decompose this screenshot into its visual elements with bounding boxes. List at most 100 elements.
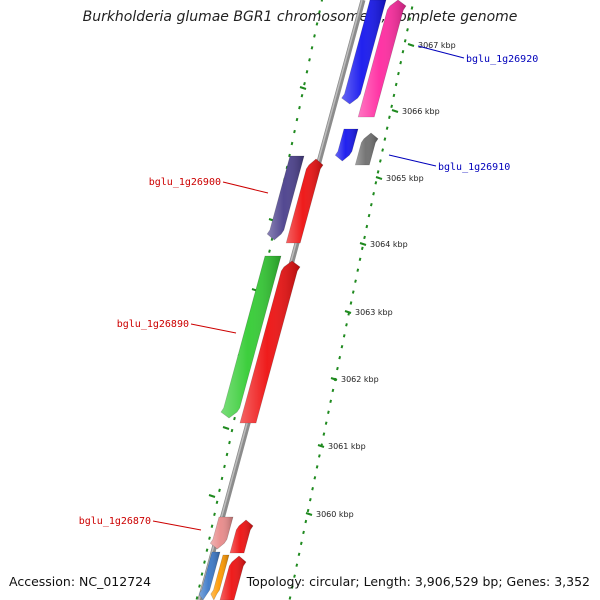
outer-ruler-dot bbox=[218, 488, 221, 493]
inner-ruler-dot bbox=[397, 71, 400, 76]
inner-ruler-dot bbox=[293, 574, 296, 578]
inner-ruler-dot bbox=[390, 104, 394, 109]
outer-ruler-dot bbox=[228, 440, 231, 445]
gene-feature-shade bbox=[286, 159, 323, 243]
inner-ruler-dot bbox=[313, 476, 317, 480]
outer-ruler-dot bbox=[315, 22, 319, 26]
inner-ruler-dot bbox=[399, 60, 403, 65]
inner-ruler-dot bbox=[369, 202, 373, 207]
inner-ruler-dot bbox=[322, 432, 326, 436]
inner-ruler-dot bbox=[349, 301, 353, 305]
kbp-tick-mark bbox=[391, 109, 399, 113]
outer-ruler-dot bbox=[318, 10, 321, 14]
gene-feature-shade bbox=[240, 261, 300, 423]
gene-feature-shade bbox=[358, 0, 406, 117]
inner-ruler-dot bbox=[383, 137, 387, 141]
inner-ruler-dot bbox=[365, 224, 369, 229]
kbp-tick-label: 3060 kbp bbox=[316, 510, 354, 519]
kbp-tick-mark bbox=[317, 444, 325, 448]
inner-ruler-dot bbox=[354, 279, 357, 283]
outer-ruler-dot bbox=[208, 536, 211, 540]
kbp-tick-label: 3066 kbp bbox=[402, 107, 440, 116]
gene-feature-shade bbox=[341, 0, 386, 104]
kbp-tick-mark bbox=[375, 176, 383, 180]
inner-ruler-dot bbox=[360, 246, 364, 251]
kbp-tick-label: 3062 kbp bbox=[341, 375, 379, 384]
inner-ruler-dot bbox=[340, 344, 344, 349]
inner-ruler-dot bbox=[403, 39, 407, 43]
gene-label: bglu_1g26870 bbox=[79, 516, 151, 527]
outer-ruler-dot bbox=[215, 500, 219, 505]
inner-ruler-dot bbox=[297, 552, 301, 557]
inner-ruler-dot bbox=[299, 541, 303, 546]
inner-ruler-dot bbox=[410, 6, 414, 10]
inner-ruler-dot bbox=[304, 519, 308, 524]
inner-ruler-dot bbox=[367, 213, 371, 218]
inner-ruler-dot bbox=[306, 508, 310, 513]
inner-ruler-dot bbox=[394, 82, 398, 87]
inner-ruler-dot bbox=[336, 366, 339, 371]
kbp-tick-mark bbox=[344, 310, 352, 314]
inner-ruler-dot bbox=[288, 596, 292, 600]
outer-ruler-dot bbox=[203, 560, 206, 564]
kbp-tick-mark bbox=[330, 377, 338, 381]
gene-feature-shade bbox=[221, 256, 281, 418]
inner-ruler-dot bbox=[308, 497, 312, 502]
outer-ruler-dot bbox=[230, 428, 234, 433]
inner-ruler-dot bbox=[401, 49, 405, 54]
kbp-tick-mark bbox=[305, 512, 313, 516]
map-title: Burkholderia glumae BGR1 chromosome 1, c… bbox=[82, 9, 518, 25]
inner-ruler-dot bbox=[408, 17, 412, 21]
outer-ruler-dot bbox=[320, 0, 324, 2]
outer-ruler-dot bbox=[313, 34, 316, 38]
gene-feature-shade bbox=[199, 552, 220, 600]
outer-ruler-dot bbox=[223, 464, 226, 469]
inner-ruler-dot bbox=[406, 28, 409, 32]
gene-callout-line bbox=[190, 323, 237, 334]
outer-ruler-dot bbox=[308, 58, 311, 62]
outer-ruler-dot bbox=[205, 548, 209, 552]
inner-ruler-dot bbox=[324, 421, 328, 425]
gene-label: bglu_1g26920 bbox=[466, 54, 538, 65]
inner-ruler-dot bbox=[392, 93, 396, 98]
inner-ruler-dot bbox=[295, 563, 299, 567]
gene-callout-line bbox=[417, 45, 465, 59]
gene-feature-shade bbox=[267, 156, 304, 240]
genome-stats-text: Topology: circular; Length: 3,906,529 bp… bbox=[246, 574, 590, 589]
outer-ruler-dot bbox=[300, 93, 304, 98]
outer-ruler-dot bbox=[305, 70, 309, 74]
outer-ruler-dot bbox=[290, 141, 294, 146]
outer-ruler-dot bbox=[195, 596, 199, 600]
gene-label: bglu_1g26890 bbox=[117, 319, 189, 330]
kbp-tick-mark bbox=[359, 242, 367, 246]
inner-ruler-dot bbox=[345, 323, 348, 327]
inner-ruler-dot bbox=[381, 148, 384, 152]
inner-ruler-dot bbox=[385, 126, 389, 130]
gene-callout-line bbox=[388, 154, 437, 167]
inner-ruler-dot bbox=[351, 290, 355, 294]
gene-feature-shade bbox=[355, 133, 378, 165]
kbp-tick-label: 3064 kbp bbox=[370, 240, 408, 249]
inner-ruler-dot bbox=[388, 115, 391, 119]
inner-ruler-dot bbox=[379, 159, 382, 163]
outer-ruler-dot bbox=[310, 46, 314, 50]
inner-ruler-dot bbox=[374, 181, 378, 185]
outer-ruler-dot bbox=[298, 105, 301, 110]
accession-text: Accession: NC_012724 bbox=[9, 574, 152, 589]
inner-ruler-dot bbox=[376, 170, 380, 174]
gene-callout-line bbox=[222, 181, 269, 194]
inner-ruler-dot bbox=[315, 465, 319, 469]
gene-feature-shade bbox=[230, 520, 253, 553]
kbp-tick-label: 3065 kbp bbox=[386, 174, 424, 183]
inner-ruler-dot bbox=[356, 268, 360, 272]
kbp-tick-mark bbox=[407, 43, 415, 47]
inner-ruler-dot bbox=[311, 487, 314, 491]
outer-ruler-dot bbox=[295, 117, 299, 122]
gene-callout-line bbox=[152, 520, 202, 531]
outer-ruler-dot bbox=[220, 476, 224, 481]
inner-ruler-dot bbox=[342, 334, 346, 338]
gene-label: bglu_1g26900 bbox=[149, 177, 221, 188]
outer-ruler-tick bbox=[299, 86, 307, 90]
inner-ruler-dot bbox=[290, 585, 294, 589]
